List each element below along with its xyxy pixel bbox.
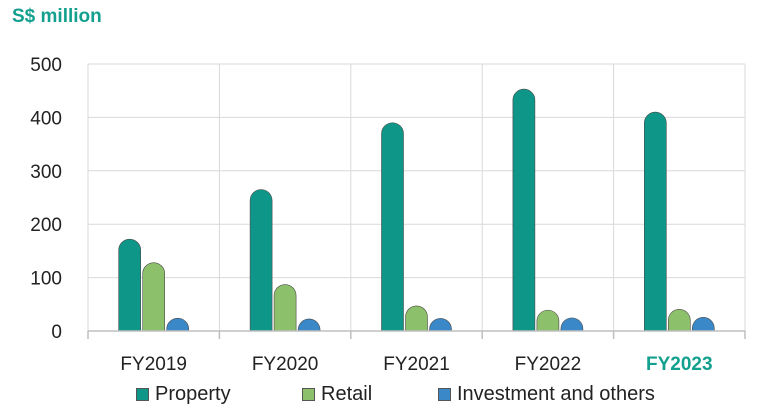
bar-property-fy2023 [644, 111, 667, 332]
bar-retail-fy2021 [405, 305, 428, 332]
y-tick-label: 500 [30, 55, 62, 76]
bar-retail-fy2019 [142, 262, 165, 332]
bar-retail-fy2020 [273, 284, 297, 332]
legend-label-property: Property [155, 383, 231, 405]
x-category-label: FY2020 [252, 354, 319, 375]
legend-item-retail: Retail [302, 383, 372, 406]
x-category-label: FY2021 [383, 354, 450, 375]
legend-swatch-property [136, 388, 149, 401]
bar-investment-and-others-fy2022 [560, 317, 584, 332]
y-tick-label: 0 [51, 322, 62, 343]
legend-item-investment: Investment and others [438, 383, 655, 406]
grid-lines [87, 63, 746, 331]
legend: Property Retail Investment and others [0, 383, 757, 413]
legend-swatch-investment [438, 388, 451, 401]
bar-property-fy2019 [118, 238, 141, 332]
bar-chart: 0 100 200 300 400 500 FY2019 FY2020 FY2021 FY202… [30, 55, 746, 375]
x-category-label: FY2022 [515, 354, 582, 375]
y-axis-ticks: 0 100 200 300 400 500 [30, 55, 62, 343]
unit-label: S$ million [12, 6, 102, 27]
y-tick-label: 300 [30, 162, 62, 183]
bar-retail-fy2022 [536, 309, 560, 332]
y-tick-label: 200 [30, 215, 62, 236]
bar-property-fy2022 [512, 88, 536, 332]
x-category-label: FY2023 [646, 354, 713, 375]
bar-property-fy2021 [381, 122, 404, 332]
bars [118, 88, 715, 332]
bar-investment-and-others-fy2021 [429, 318, 452, 332]
bar-retail-fy2023 [668, 309, 691, 332]
bar-investment-and-others-fy2023 [692, 317, 715, 332]
x-category-label: FY2019 [120, 354, 187, 375]
bar-investment-and-others-fy2020 [297, 318, 321, 332]
legend-item-property: Property [136, 383, 231, 406]
bar-investment-and-others-fy2019 [166, 317, 189, 332]
legend-swatch-retail [302, 388, 315, 401]
legend-label-retail: Retail [321, 383, 373, 405]
y-tick-label: 100 [30, 269, 62, 290]
bar-property-fy2020 [249, 189, 273, 332]
y-tick-label: 400 [30, 108, 62, 129]
x-axis: FY2019 FY2020 FY2021 FY2022 FY2023 [87, 330, 746, 375]
legend-label-investment: Investment and others [457, 383, 655, 405]
